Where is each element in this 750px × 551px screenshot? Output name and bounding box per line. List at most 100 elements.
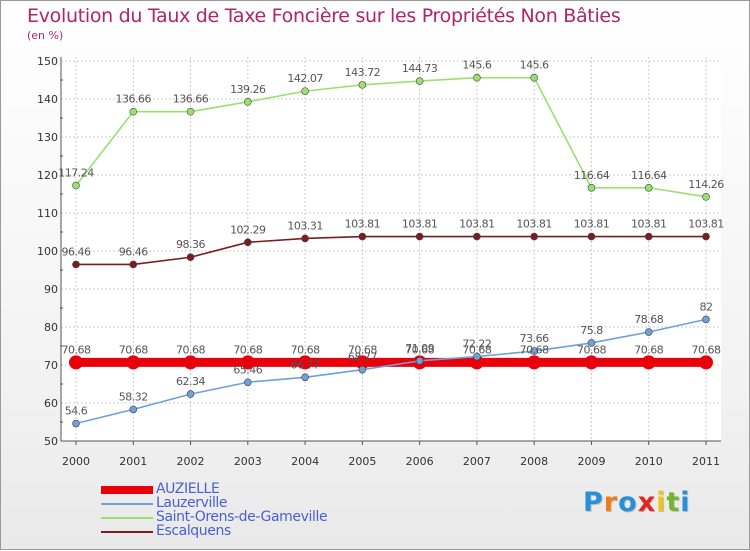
- legend-label-auzielle: AUZIELLE: [156, 481, 220, 497]
- data-point: [298, 355, 313, 370]
- y-tick-label: 140: [37, 93, 58, 106]
- data-label: 70.68: [634, 343, 663, 356]
- data-label: 70.68: [62, 343, 91, 356]
- data-point: [644, 183, 653, 192]
- x-tick-label: 2009: [577, 455, 605, 468]
- data-label: 73.66: [520, 332, 549, 345]
- data-label: 82: [700, 300, 713, 313]
- data-label: 103.81: [631, 218, 667, 231]
- data-point: [530, 347, 538, 355]
- data-label: 70.68: [348, 343, 377, 356]
- data-point: [415, 232, 424, 241]
- data-point: [584, 355, 599, 370]
- data-label: 62.34: [176, 375, 205, 388]
- legend-item-auzielle: AUZIELLE: [101, 481, 421, 497]
- data-point: [358, 232, 367, 241]
- data-point: [587, 339, 596, 347]
- legend-swatch-auzielle: [101, 486, 153, 494]
- data-point: [358, 81, 367, 89]
- chart-title: Evolution du Taux de Taxe Foncière sur l…: [27, 5, 621, 27]
- x-tick-label: 2011: [692, 455, 720, 468]
- y-axis-unit: (en %): [27, 29, 64, 42]
- data-point: [702, 315, 710, 324]
- data-label: 70.68: [405, 343, 434, 356]
- data-label: 96.46: [119, 245, 148, 258]
- data-label: 116.64: [631, 169, 667, 182]
- data-label: 75.8: [580, 324, 603, 337]
- data-point: [69, 355, 83, 370]
- legend-swatch-lauzerville: [101, 503, 153, 505]
- data-label: 136.66: [173, 93, 209, 106]
- data-label: 70.68: [119, 343, 148, 356]
- data-label: 70.68: [233, 343, 262, 356]
- data-label: 142.07: [287, 72, 323, 85]
- y-tick-label: 90: [44, 283, 58, 296]
- legend-item-lauzerville: Lauzerville: [101, 495, 421, 511]
- data-label: 145.6: [520, 59, 549, 72]
- logo-letter: t: [666, 487, 681, 518]
- data-point: [301, 373, 309, 382]
- data-point: [126, 355, 141, 370]
- data-point: [240, 355, 255, 370]
- data-label: 65.46: [233, 363, 262, 376]
- y-tick-label: 70: [44, 359, 58, 372]
- data-label: 103.31: [287, 219, 323, 232]
- data-label: 114.26: [688, 178, 724, 191]
- data-point: [72, 181, 80, 190]
- legend-item-escalquens: Escalquens: [101, 523, 421, 539]
- y-tick-label: 100: [37, 245, 58, 258]
- data-label: 103.81: [402, 218, 438, 231]
- y-tick-label: 50: [44, 435, 58, 448]
- y-tick-label: 60: [44, 397, 58, 410]
- data-label: 70.68: [692, 343, 721, 356]
- data-point: [186, 253, 195, 262]
- x-tick-label: 2001: [119, 455, 147, 468]
- data-point: [473, 352, 481, 361]
- data-point: [702, 232, 710, 241]
- series-line-saint-orens-de-gameville: [75, 76, 707, 198]
- data-label: 136.66: [116, 93, 152, 106]
- data-label: 145.6: [462, 59, 491, 72]
- data-point: [415, 77, 424, 85]
- logo-letter: P: [583, 487, 604, 518]
- data-point: [186, 107, 195, 116]
- x-tick-label: 2004: [291, 455, 319, 468]
- data-point: [469, 355, 484, 370]
- plot-area: [61, 57, 721, 441]
- data-label: 70.68: [462, 343, 491, 356]
- data-point: [72, 419, 80, 428]
- data-label: 116.64: [574, 169, 610, 182]
- data-point: [530, 73, 538, 82]
- data-label: 70.68: [176, 343, 205, 356]
- data-point: [355, 355, 370, 370]
- data-label: 103.81: [574, 218, 610, 231]
- legend-label-lauzerville: Lauzerville: [156, 495, 228, 511]
- data-point: [527, 355, 542, 370]
- data-point: [244, 238, 252, 247]
- data-label: 66.77: [291, 358, 320, 371]
- legend-swatch-saint-orens: [101, 517, 153, 519]
- data-point: [473, 73, 481, 82]
- data-label: 96.46: [62, 245, 91, 258]
- data-label: 103.81: [345, 218, 381, 231]
- data-label: 72.22: [462, 338, 491, 351]
- logo-letter: r: [603, 487, 619, 518]
- data-label: 139.26: [230, 83, 266, 96]
- data-label: 117.24: [58, 166, 94, 179]
- data-point: [644, 232, 653, 241]
- proxiti-logo: Proxiti: [583, 487, 691, 518]
- x-tick-label: 2003: [234, 455, 262, 468]
- x-tick-label: 2005: [348, 455, 376, 468]
- x-tick-label: 2000: [62, 455, 90, 468]
- data-point: [244, 378, 252, 387]
- data-label: 58.32: [119, 390, 148, 403]
- data-label: 102.29: [230, 223, 266, 236]
- x-tick-label: 2008: [520, 455, 548, 468]
- logo-letter: i: [680, 487, 691, 518]
- data-point: [644, 328, 653, 336]
- x-tick-label: 2010: [635, 455, 663, 468]
- series-line-escalquens: [76, 235, 706, 266]
- data-label: 54.6: [65, 405, 88, 418]
